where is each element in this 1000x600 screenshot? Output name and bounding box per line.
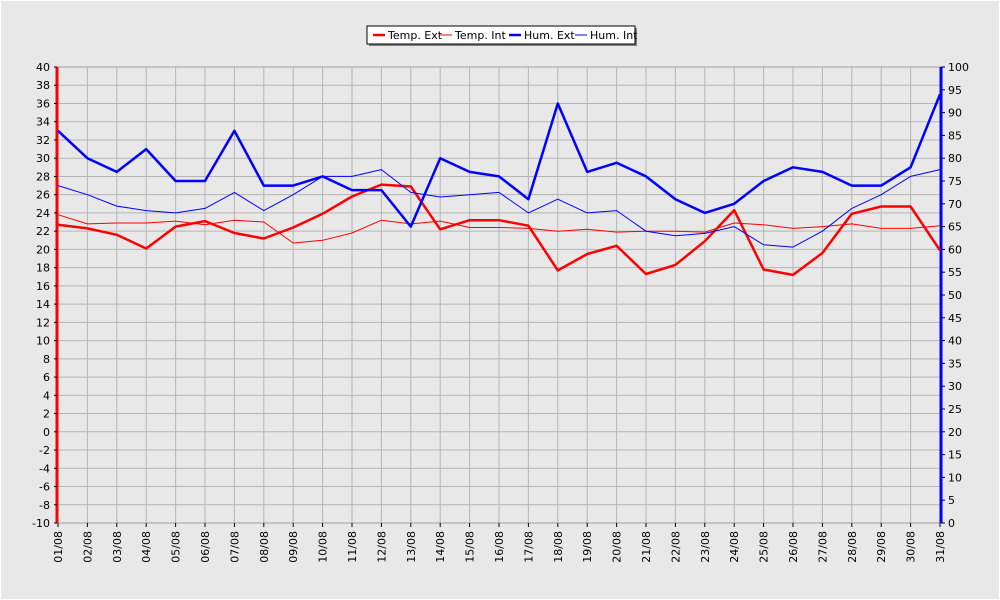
x-tick-label: 30/08 [905, 531, 918, 563]
left-tick-label: 2 [43, 408, 50, 421]
left-tick-label: 22 [36, 225, 50, 238]
left-tick-label: 40 [36, 61, 50, 74]
x-tick-label: 29/08 [875, 531, 888, 563]
x-tick-label: 02/08 [81, 531, 94, 563]
x-tick-label: 31/08 [934, 531, 947, 563]
series-line-hum-ext [57, 93, 942, 228]
right-tick-label: 40 [948, 335, 962, 348]
x-tick-label: 08/08 [258, 531, 271, 563]
left-tick-label: 12 [36, 316, 50, 329]
left-tick-label: 34 [36, 116, 50, 129]
x-tick-label: 26/08 [787, 531, 800, 563]
legend-label-hum-int: Hum. Int [590, 29, 638, 42]
left-tick-label: 14 [36, 298, 50, 311]
left-tick-label: -4 [39, 462, 50, 475]
right-tick-label: 65 [948, 221, 962, 234]
right-tick-label: 95 [948, 84, 962, 97]
x-tick-label: 14/08 [434, 531, 447, 563]
left-tick-label: 32 [36, 134, 50, 147]
x-tick-label: 24/08 [728, 531, 741, 563]
x-tick-label: 13/08 [405, 531, 418, 563]
legend-box [366, 25, 636, 45]
series-line-hum-int [57, 169, 941, 248]
x-tick-label: 27/08 [816, 531, 829, 563]
right-tick-label: 25 [948, 403, 962, 416]
x-tick-label: 11/08 [346, 531, 359, 563]
x-tick-label: 19/08 [581, 531, 594, 563]
left-tick-label: -6 [39, 481, 50, 494]
left-tick-label: 38 [36, 79, 50, 92]
series-line-temp-ext [57, 183, 942, 277]
x-tick-label: 18/08 [552, 531, 565, 563]
left-tick-label: 30 [36, 152, 50, 165]
left-tick-label: 8 [43, 353, 50, 366]
x-tick-label: 22/08 [669, 531, 682, 563]
left-tick-label: 36 [36, 97, 50, 110]
right-tick-label: 5 [948, 494, 955, 507]
left-tick-label: 24 [36, 207, 50, 220]
legend-label-temp-ext: Temp. Ext [387, 29, 443, 42]
x-tick-label: 16/08 [493, 531, 506, 563]
right-tick-label: 90 [948, 107, 962, 120]
x-tick-label: 03/08 [111, 531, 124, 563]
left-tick-label: 6 [43, 371, 50, 384]
x-tick-label: 10/08 [317, 531, 330, 563]
x-tick-label: 17/08 [522, 531, 535, 563]
x-tick-label: 28/08 [846, 531, 859, 563]
right-tick-label: 35 [948, 357, 962, 370]
x-tick-label: 25/08 [758, 531, 771, 563]
left-tick-label: 0 [43, 426, 50, 439]
right-tick-label: 100 [948, 61, 969, 74]
x-tick-label: 04/08 [140, 531, 153, 563]
x-tick-label: 12/08 [375, 531, 388, 563]
right-tick-label: 70 [948, 198, 962, 211]
x-tick-label: 23/08 [699, 531, 712, 563]
x-tick-label: 01/08 [52, 531, 65, 563]
x-tick-label: 09/08 [287, 531, 300, 563]
right-tick-label: 20 [948, 426, 962, 439]
right-tick-label: 10 [948, 471, 962, 484]
left-tick-label: 26 [36, 189, 50, 202]
legend-label-hum-ext: Hum. Ext [524, 29, 575, 42]
x-tick-label: 06/08 [199, 531, 212, 563]
series-line-temp-int [57, 214, 941, 244]
left-tick-label: 18 [36, 262, 50, 275]
left-tick-label: 10 [36, 335, 50, 348]
left-tick-label: 4 [43, 389, 50, 402]
left-tick-label: -2 [39, 444, 50, 457]
right-tick-label: 50 [948, 289, 962, 302]
x-tick-label: 05/08 [170, 531, 183, 563]
right-tick-label: 0 [948, 517, 955, 530]
right-tick-label: 30 [948, 380, 962, 393]
left-tick-label: -8 [39, 499, 50, 512]
x-tick-label: 20/08 [611, 531, 624, 563]
right-tick-label: 75 [948, 175, 962, 188]
x-tick-label: 07/08 [228, 531, 241, 563]
right-tick-label: 55 [948, 266, 962, 279]
right-tick-label: 15 [948, 449, 962, 462]
left-tick-label: 28 [36, 170, 50, 183]
left-tick-label: 16 [36, 280, 50, 293]
left-tick-label: 20 [36, 243, 50, 256]
right-tick-label: 80 [948, 152, 962, 165]
right-tick-label: 45 [948, 312, 962, 325]
right-tick-label: 85 [948, 129, 962, 142]
x-tick-label: 15/08 [464, 531, 477, 563]
left-tick-label: -10 [32, 517, 50, 530]
x-tick-label: 21/08 [640, 531, 653, 563]
legend-label-temp-int: Temp. Int [454, 29, 507, 42]
right-tick-label: 60 [948, 243, 962, 256]
